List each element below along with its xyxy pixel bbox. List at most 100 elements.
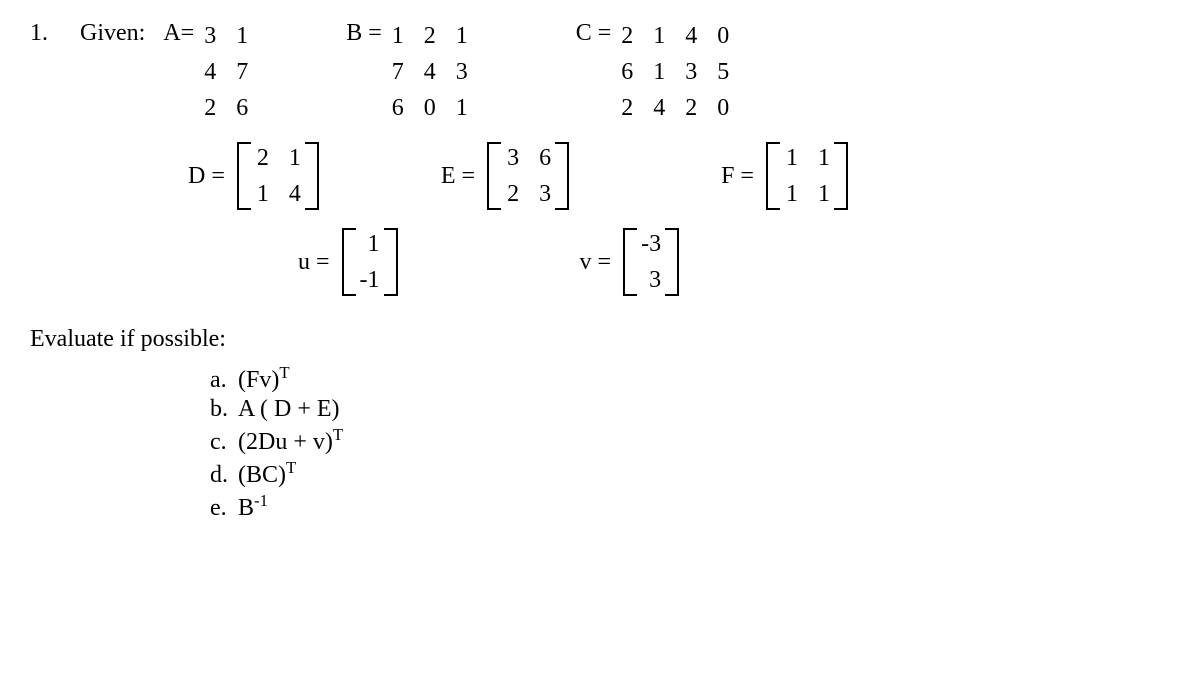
row-abc: 1. Given: A= 314726 B = 121743601 C = 21…	[30, 20, 1170, 124]
row-uv: u = 1-1 v = -33	[290, 228, 1170, 296]
given-label: Given:	[80, 20, 145, 47]
matrix-cell: 7	[390, 56, 404, 88]
subproblem-row: c.(2Du + v)T	[210, 425, 1170, 456]
matrix-cell: 3	[202, 20, 216, 52]
bracket-left	[342, 228, 356, 296]
matrix-cell: 0	[715, 92, 729, 124]
matrix-cell: 1	[287, 142, 301, 174]
subproblems: a.(Fv)Tb.A ( D + E)c.(2Du + v)Td.(BC)Te.…	[210, 363, 1170, 522]
matrix-cell: 6	[619, 56, 633, 88]
matrix-cell: -1	[360, 264, 380, 296]
bracket-right	[555, 142, 569, 210]
matrix-B-label: B =	[346, 20, 382, 47]
matrix-cell: 1	[784, 142, 798, 174]
matrix-cell: 1	[454, 20, 468, 52]
matrix-A-label: A=	[163, 20, 194, 47]
vector-v: -33	[619, 228, 683, 296]
matrix-E: 3623	[483, 142, 573, 210]
matrix-cell: 2	[255, 142, 269, 174]
matrix-cell: 4	[651, 92, 665, 124]
bracket-left	[766, 142, 780, 210]
matrix-cell: 2	[505, 178, 519, 210]
matrix-cell: 4	[202, 56, 216, 88]
matrix-cell: 6	[537, 142, 551, 174]
subproblem-expression: (2Du + v)T	[238, 425, 343, 456]
matrix-cell: 1	[784, 178, 798, 210]
matrix-cell: 1	[234, 20, 248, 52]
matrix-grid: 314726	[202, 20, 248, 124]
matrix-B: 121743601	[390, 20, 468, 124]
expression-base: (Fv)	[238, 367, 279, 393]
problem-number: 1.	[30, 20, 80, 47]
matrix-cell: 5	[715, 56, 729, 88]
matrix-D: 2114	[233, 142, 323, 210]
subproblem-letter: e.	[210, 495, 238, 522]
subproblem-expression: (Fv)T	[238, 363, 290, 394]
matrix-C-label: C =	[576, 20, 612, 47]
expression-superscript: -1	[254, 491, 268, 510]
subproblem-row: a.(Fv)T	[210, 363, 1170, 394]
subproblem-row: b.A ( D + E)	[210, 396, 1170, 423]
matrix-cell: 1	[651, 20, 665, 52]
matrix-grid: 2114	[255, 142, 301, 210]
subproblem-letter: b.	[210, 396, 238, 423]
matrix-cell: -3	[641, 228, 661, 260]
matrix-cell: 1	[454, 92, 468, 124]
expression-superscript: T	[286, 458, 296, 477]
subproblem-letter: a.	[210, 367, 238, 394]
matrix-cell: 1	[651, 56, 665, 88]
matrix-E-label: E =	[441, 163, 475, 190]
matrix-F-label: F =	[721, 163, 754, 190]
matrix-cell: 2	[202, 92, 216, 124]
matrix-D-label: D =	[188, 163, 225, 190]
vector-u-label: u =	[298, 249, 330, 276]
subproblem-row: d.(BC)T	[210, 458, 1170, 489]
matrix-cell: 3	[454, 56, 468, 88]
subproblem-expression: (BC)T	[238, 458, 296, 489]
matrix-cell: 2	[619, 20, 633, 52]
matrix-cell: 2	[683, 92, 697, 124]
bracket-right	[305, 142, 319, 210]
matrix-cell: 1	[360, 228, 380, 260]
subproblem-letter: c.	[210, 429, 238, 456]
matrix-cell: 1	[816, 142, 830, 174]
vector-u: 1-1	[338, 228, 402, 296]
matrix-cell: 0	[715, 20, 729, 52]
expression-base: (BC)	[238, 462, 286, 488]
matrix-cell: 0	[422, 92, 436, 124]
subproblem-letter: d.	[210, 462, 238, 489]
bracket-left	[487, 142, 501, 210]
matrix-cell: 4	[422, 56, 436, 88]
matrix-cell: 2	[422, 20, 436, 52]
matrix-cell: 3	[683, 56, 697, 88]
row-def: D = 2114 E = 3623 F = 1111	[180, 142, 1170, 210]
matrix-cell: 3	[537, 178, 551, 210]
bracket-right	[384, 228, 398, 296]
matrix-cell: 1	[390, 20, 404, 52]
expression-base: (2Du + v)	[238, 429, 333, 455]
matrix-grid: 121743601	[390, 20, 468, 124]
expression-superscript: T	[333, 425, 343, 444]
matrix-grid: -33	[641, 228, 661, 296]
subproblem-expression: A ( D + E)	[238, 396, 340, 423]
matrix-cell: 2	[619, 92, 633, 124]
subproblem-expression: B-1	[238, 491, 268, 522]
matrix-grid: 3623	[505, 142, 551, 210]
matrix-A: 314726	[202, 20, 248, 124]
matrix-grid: 1-1	[360, 228, 380, 296]
matrix-F: 1111	[762, 142, 852, 210]
bracket-left	[237, 142, 251, 210]
matrix-cell: 3	[505, 142, 519, 174]
matrix-grid: 214061352420	[619, 20, 729, 124]
matrix-cell: 6	[234, 92, 248, 124]
bracket-left	[623, 228, 637, 296]
evaluate-label: Evaluate if possible:	[30, 326, 1170, 353]
bracket-right	[834, 142, 848, 210]
matrix-cell: 4	[287, 178, 301, 210]
matrix-C: 214061352420	[619, 20, 729, 124]
matrix-cell: 1	[255, 178, 269, 210]
bracket-right	[665, 228, 679, 296]
matrix-cell: 1	[816, 178, 830, 210]
matrix-cell: 7	[234, 56, 248, 88]
matrix-cell: 3	[641, 264, 661, 296]
